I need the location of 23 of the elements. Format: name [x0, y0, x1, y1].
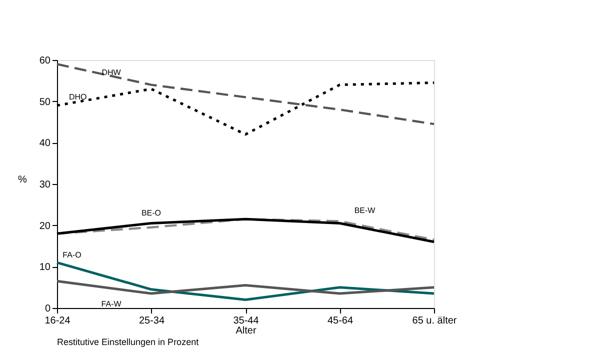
y-tick-label: 60 [39, 56, 51, 66]
y-tick-label: 20 [39, 220, 51, 232]
series-label: FA-W [101, 300, 122, 309]
x-tick-label: 45-64 [327, 316, 354, 326]
y-tick-label: 30 [39, 180, 51, 190]
series-label: DHW [102, 68, 122, 77]
text: Restitutive Einstellungen in Prozent [57, 337, 200, 347]
x-tick-label: 25-34 [138, 316, 165, 326]
y-axis-title: % [18, 174, 28, 186]
series-label: BE-O [141, 208, 162, 218]
x-tick-label: 35-44 [233, 316, 260, 326]
x-tick-label: 16-24 [44, 316, 71, 326]
series-label: DHO [69, 92, 87, 102]
series-label: FA-O [62, 250, 82, 260]
x-axis-title: Alter [236, 326, 257, 336]
line-series [56, 280, 436, 295]
x-tick-label: 65 u. älter [412, 316, 458, 326]
y-tick-label: 40 [39, 138, 51, 150]
y-tick-label: 10 [39, 262, 51, 274]
y-tick-label: 0 [44, 304, 51, 314]
y-tick-label: 50 [39, 96, 51, 108]
line-series [56, 63, 436, 126]
series-label: BE-W [354, 206, 376, 216]
